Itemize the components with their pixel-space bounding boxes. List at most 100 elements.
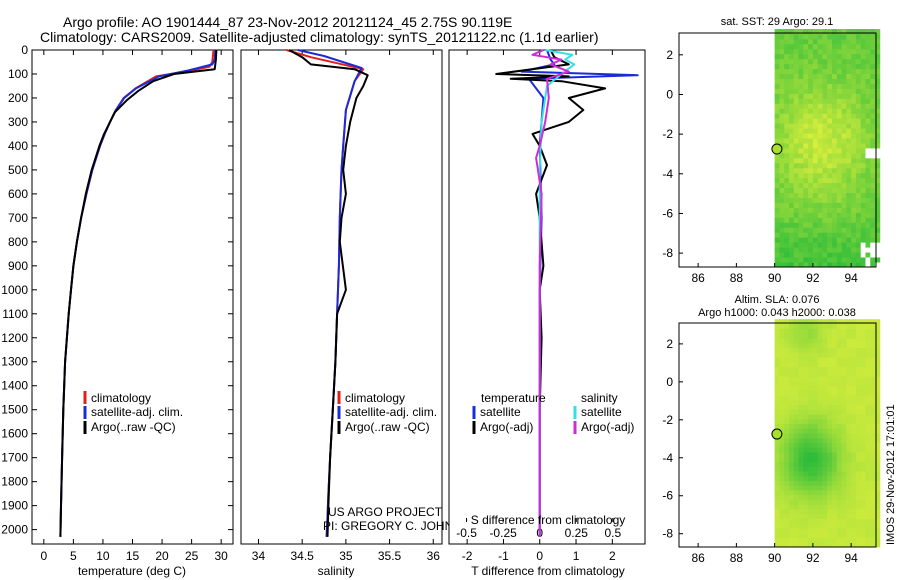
heatmap-cell (784, 532, 790, 538)
heatmap-cell (822, 532, 828, 538)
heatmap-cell (860, 409, 866, 415)
heatmap-cell (836, 162, 842, 169)
heatmap-cell (779, 414, 785, 420)
heatmap-cell (865, 371, 871, 377)
heatmap-cell (860, 404, 866, 410)
heatmap-cell (827, 252, 833, 258)
heatmap-cell (817, 456, 823, 462)
difference-series (495, 49, 639, 537)
heatmap-cell (832, 504, 838, 510)
heatmap-cell (836, 222, 842, 228)
heatmap-cell (836, 262, 842, 268)
heatmap-cell (846, 83, 852, 89)
heatmap-cell (832, 172, 838, 179)
salinity-legend: climatology satellite-adj. clim. Argo(..… (337, 391, 437, 434)
heatmap-cell (779, 357, 785, 363)
heatmap-cell (846, 357, 852, 363)
heatmap-cell (851, 347, 857, 353)
temperature-plot-frame (31, 49, 234, 545)
heatmap-cell (822, 227, 828, 233)
heatmap-cell (774, 103, 780, 109)
heatmap-cell (822, 53, 828, 60)
heatmap-cell (774, 404, 780, 410)
heatmap-cell (870, 371, 876, 377)
heatmap-cell (808, 542, 814, 548)
heatmap-cell (870, 172, 876, 179)
heatmap-cell (793, 63, 799, 70)
heatmap-cell (851, 333, 857, 339)
heatmap-cell (784, 227, 790, 233)
heatmap-cell (841, 361, 847, 368)
heatmap-cell (851, 323, 857, 330)
heatmap-cell (832, 207, 838, 213)
heatmap-cell (812, 53, 819, 60)
heatmap-cell (779, 68, 785, 75)
heatmap-cell (822, 88, 828, 94)
heatmap-cell (803, 480, 809, 486)
heatmap-cell (779, 347, 785, 353)
lat-tick-label: -6 (662, 489, 673, 503)
heatmap-cell (817, 385, 823, 391)
heatmap-cell (827, 499, 833, 505)
heatmap-cell (841, 485, 847, 491)
heatmap-cell (798, 428, 804, 434)
legend-label-s-satellite: satellite (581, 405, 622, 419)
heatmap-cell (855, 338, 862, 344)
heatmap-cell (774, 257, 780, 263)
heatmap-cell (846, 48, 852, 55)
heatmap-cell (841, 523, 847, 529)
heatmap-cell (774, 452, 780, 458)
heatmap-cell (827, 475, 833, 481)
heatmap-cell (841, 347, 847, 353)
heatmap-cell (870, 78, 876, 84)
heatmap-cell (793, 58, 799, 65)
heatmap-cell (841, 414, 847, 420)
heatmap-cell (875, 442, 881, 448)
heatmap-cell (855, 490, 862, 496)
heatmap-cell (865, 182, 871, 189)
heatmap-cell (832, 485, 838, 491)
heatmap-cell (855, 63, 862, 70)
heatmap-cell (822, 93, 828, 99)
heatmap-cell (808, 471, 814, 477)
heatmap-cell (798, 518, 804, 524)
heatmap-cell (875, 480, 881, 486)
heatmap-cell (803, 404, 809, 410)
heatmap-cell (812, 518, 819, 524)
heatmap-cell (841, 528, 847, 534)
heatmap-cell (851, 361, 857, 368)
heatmap-cell (808, 461, 814, 467)
heatmap-cell (788, 118, 795, 124)
heatmap-cell (827, 319, 833, 325)
heatmap-cell (808, 399, 814, 406)
heatmap-cell (855, 395, 862, 401)
heatmap-cell (860, 33, 866, 40)
heatmap-cell (855, 182, 862, 189)
heatmap-cell (779, 485, 785, 491)
heatmap-cell (841, 177, 847, 184)
heatmap-cell (870, 532, 876, 538)
heatmap-cell (855, 371, 862, 377)
heatmap-cell (822, 504, 828, 510)
heatmap-cell (875, 143, 881, 149)
heatmap-cell (836, 148, 842, 154)
heatmap-cell (822, 480, 828, 486)
heatmap-cell (865, 152, 871, 159)
heatmap-cell (788, 447, 795, 453)
heatmap-cell (793, 499, 799, 505)
heatmap-cell (841, 157, 847, 164)
heatmap-cell (870, 43, 876, 50)
heatmap-cell (855, 433, 862, 439)
heatmap-cell (798, 542, 804, 548)
heatmap-cell (798, 523, 804, 529)
heatmap-cell (812, 414, 819, 420)
heatmap-cell (865, 177, 871, 184)
heatmap-cell (846, 207, 852, 213)
heatmap-cell (798, 48, 804, 55)
heatmap-cell (836, 437, 842, 443)
heatmap-cell (822, 461, 828, 467)
heatmap-cell (822, 475, 828, 481)
heatmap-cell (870, 466, 876, 472)
heatmap-cell (841, 452, 847, 458)
heatmap-cell (788, 227, 795, 233)
